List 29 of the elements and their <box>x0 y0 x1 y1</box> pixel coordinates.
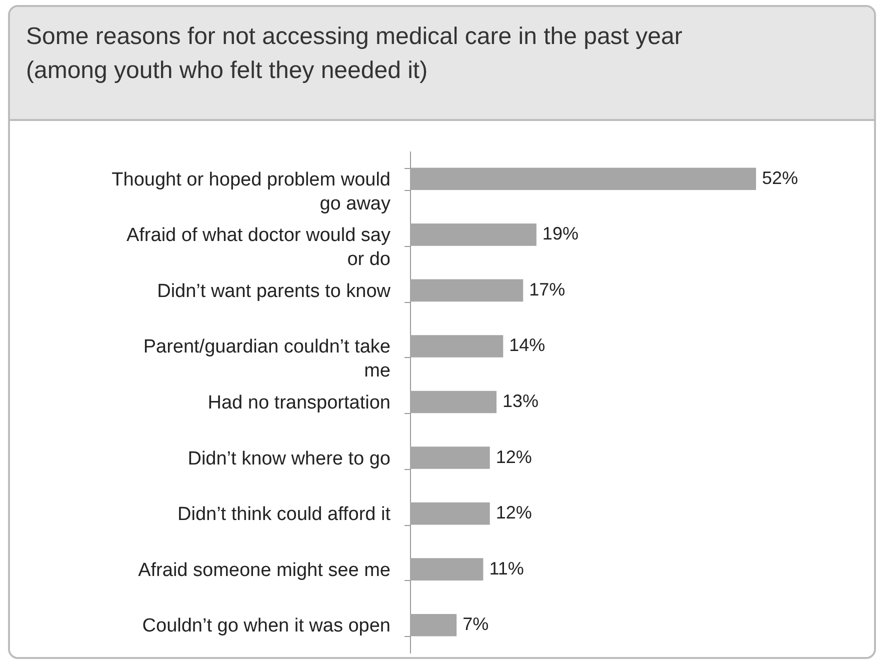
bar <box>410 224 536 246</box>
y-tick-label: Didn’t know where to go <box>188 448 390 470</box>
y-tick-label: Couldn’t go when it was open <box>142 616 390 637</box>
data-label: 13% <box>502 391 539 411</box>
bar <box>410 446 490 469</box>
y-tick-label: Parent/guardian couldn’t take me <box>143 336 390 382</box>
y-tick-label: Had no transportation <box>208 392 390 414</box>
y-tick-label: Afraid of what doctor would say or do <box>126 225 391 270</box>
data-label: 11% <box>489 558 524 578</box>
data-label: 19% <box>542 224 578 244</box>
bar <box>410 502 490 525</box>
bar <box>410 335 504 358</box>
bar <box>410 279 524 302</box>
bar <box>410 168 756 190</box>
y-tick-label: Afraid someone might see me <box>138 560 390 581</box>
chart-subtitle: (among youth who felt they needed it) <box>26 57 428 85</box>
chart-title: Some reasons for not accessing medical care in the past year <box>26 23 682 51</box>
y-tick-label: Thought or hoped problem would go away <box>112 169 391 214</box>
bar <box>410 558 484 580</box>
data-label: 7% <box>462 614 489 634</box>
bar <box>410 614 457 636</box>
data-label: 12% <box>496 502 532 523</box>
y-tick-label: Didn’t think could afford it <box>178 504 392 526</box>
data-label: 17% <box>529 279 566 300</box>
data-label: 12% <box>496 446 532 467</box>
data-label: 52% <box>762 168 798 188</box>
bar <box>410 390 497 414</box>
data-label: 14% <box>509 335 546 356</box>
y-tick-label: Didn’t want parents to know <box>157 280 391 302</box>
